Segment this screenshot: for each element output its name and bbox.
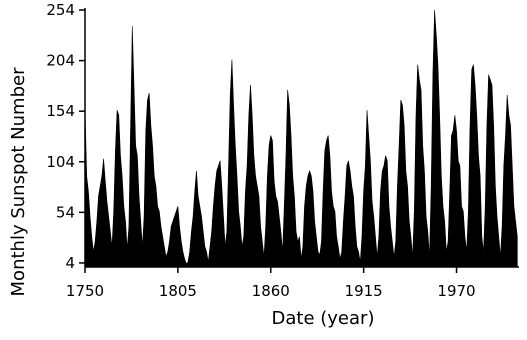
x-tick-label: 1750 <box>66 282 104 300</box>
x-tick-label: 1915 <box>345 282 383 300</box>
y-tick-label: 104 <box>46 153 75 171</box>
y-tick-label: 254 <box>46 1 75 19</box>
y-tick-label: 204 <box>46 52 75 70</box>
x-tick-label: 1970 <box>437 282 475 300</box>
y-tick-label: 4 <box>65 254 75 272</box>
x-axis-title: Date (year) <box>272 308 375 329</box>
area <box>84 9 518 268</box>
x-tick-label: 1805 <box>159 282 197 300</box>
y-axis-title: Monthly Sunspot Number <box>8 67 29 297</box>
y-tick-label: 54 <box>56 203 75 221</box>
x-tick-label: 1860 <box>252 282 290 300</box>
y-tick-label: 154 <box>46 102 75 120</box>
